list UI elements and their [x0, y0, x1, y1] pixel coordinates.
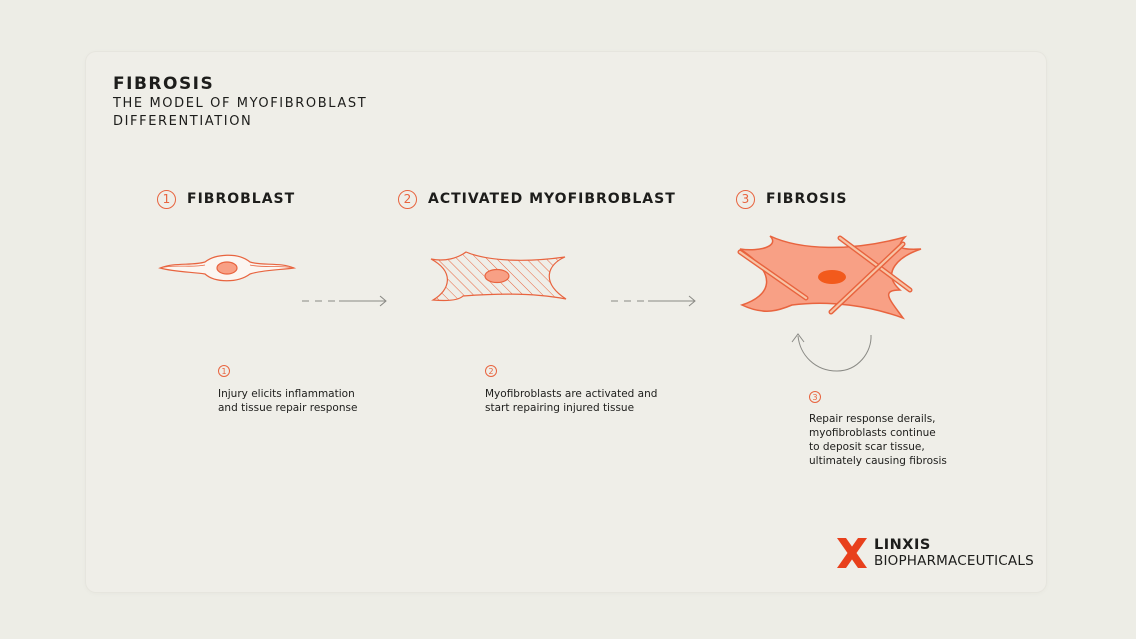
- desc-3-line-4: ultimately causing fibrosis: [809, 455, 947, 467]
- desc-3-line-1: Repair response derails,: [809, 413, 936, 425]
- diagram-card: [86, 52, 1046, 592]
- feedback-loop-arrow: [791, 333, 872, 372]
- fibrosis-nucleus: [818, 270, 846, 284]
- fibroblast-cell: [158, 254, 297, 282]
- step-3-number: 3: [736, 189, 755, 209]
- linxis-logo: LINXIS BIOPHARMACEUTICALS: [836, 537, 1034, 569]
- desc-2-number: 2: [485, 365, 497, 377]
- arrow-2: [611, 295, 696, 307]
- arrow-1: [302, 295, 387, 307]
- step-2-number: 2: [398, 189, 417, 209]
- step-3-header: 3 FIBROSIS: [736, 187, 848, 211]
- step-1-label: FIBROBLAST: [187, 191, 296, 207]
- step-1-number: 1: [157, 189, 176, 209]
- collagen-fibers: [737, 235, 913, 315]
- desc-3: Repair response derails, myofibroblasts …: [809, 412, 947, 468]
- myofibroblast-cell: [430, 251, 567, 302]
- page-title: FIBROSIS: [113, 74, 215, 94]
- logo-line-1: LINXIS: [874, 537, 931, 553]
- desc-1: Injury elicits inflammation and tissue r…: [218, 387, 357, 415]
- step-2-header: 2 ACTIVATED MYOFIBROBLAST: [398, 187, 676, 211]
- step-3-label: FIBROSIS: [766, 191, 848, 207]
- desc-3-number: 3: [809, 391, 821, 403]
- desc-1-line-1: Injury elicits inflammation: [218, 388, 355, 400]
- desc-2: Myofibroblasts are activated and start r…: [485, 387, 657, 415]
- desc-1-number: 1: [218, 365, 230, 377]
- desc-3-line-3: to deposit scar tissue,: [809, 441, 925, 453]
- myofibroblast-nucleus: [484, 268, 510, 284]
- step-2-label: ACTIVATED MYOFIBROBLAST: [428, 191, 676, 207]
- desc-2-line-1: Myofibroblasts are activated and: [485, 388, 658, 400]
- desc-3-line-2: myofibroblasts continue: [809, 427, 936, 439]
- logo-line-2: BIOPHARMACEUTICALS: [874, 553, 1034, 569]
- desc-2-line-2: start repairing injured tissue: [485, 402, 635, 414]
- fibroblast-nucleus: [216, 261, 238, 275]
- linxis-x-icon: [837, 538, 867, 568]
- step-1-header: 1 FIBROBLAST: [157, 187, 295, 211]
- page-subtitle: THE MODEL OF MYOFIBROBLAST DIFFERENTIATI…: [113, 96, 368, 129]
- fibrosis-cell: [737, 235, 922, 320]
- desc-1-line-2: and tissue repair response: [218, 402, 358, 414]
